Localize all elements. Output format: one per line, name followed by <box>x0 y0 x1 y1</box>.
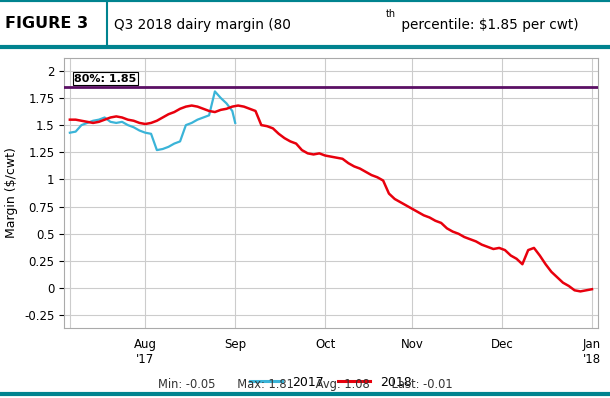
Y-axis label: Margin ($/cwt): Margin ($/cwt) <box>5 148 18 238</box>
Legend: 2017, 2018: 2017, 2018 <box>245 371 417 394</box>
Text: Min: -0.05      Max: 1.81      Avg: 1.08      Last: -0.01: Min: -0.05 Max: 1.81 Avg: 1.08 Last: -0.… <box>158 378 452 391</box>
Text: Q3 2018 dairy margin (80: Q3 2018 dairy margin (80 <box>114 18 291 32</box>
Text: 80%: 1.85: 80%: 1.85 <box>74 74 137 84</box>
Text: percentile: $1.85 per cwt): percentile: $1.85 per cwt) <box>397 18 579 32</box>
Text: FIGURE 3: FIGURE 3 <box>5 16 88 31</box>
Text: th: th <box>386 9 396 19</box>
